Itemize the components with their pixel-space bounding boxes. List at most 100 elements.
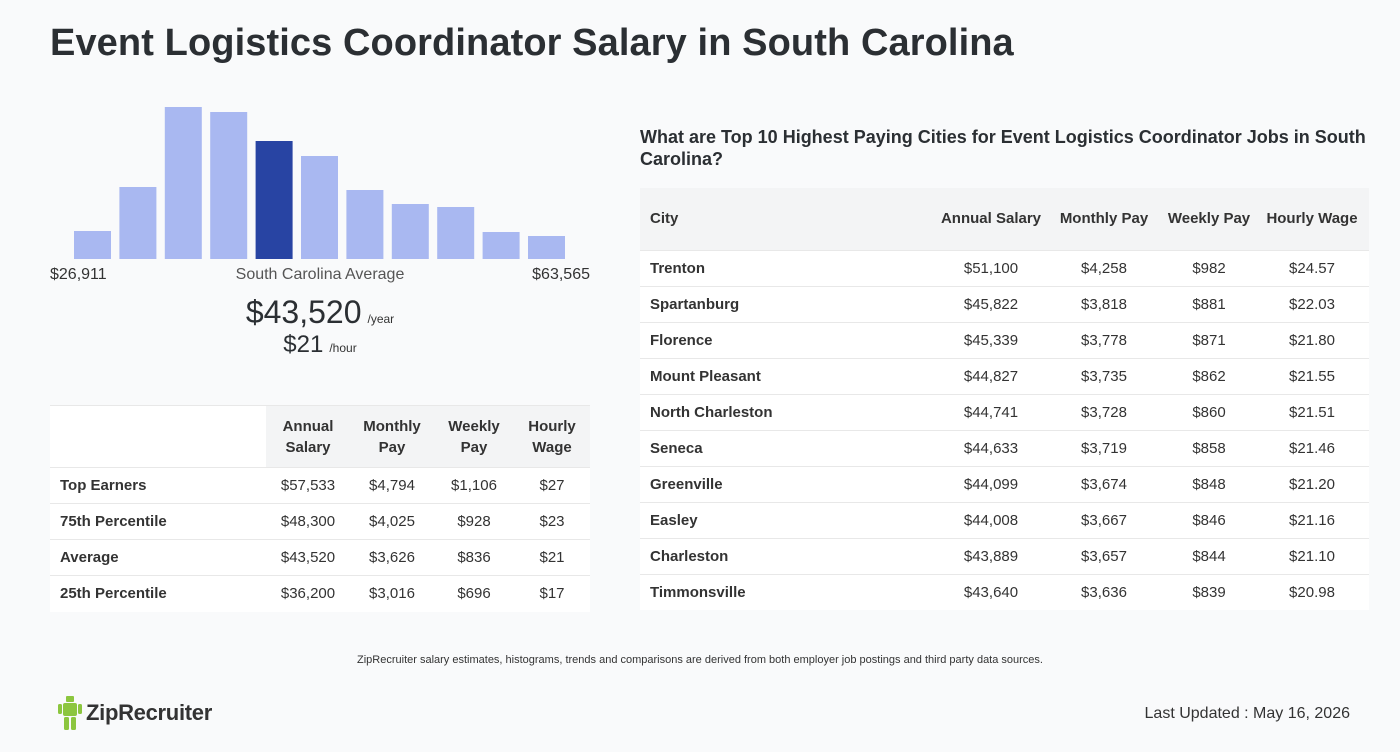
city-name: Charleston	[640, 537, 937, 574]
annual-cell: $45,339	[937, 321, 1045, 358]
histogram-min-label: $26,911	[50, 266, 107, 283]
annual-cell: $45,822	[937, 285, 1045, 322]
weekly-cell: $696	[434, 575, 514, 612]
weekly-cell: $1,106	[434, 467, 514, 504]
cities-section-title: What are Top 10 Highest Paying Cities fo…	[640, 127, 1366, 169]
cities-header-monthly: Monthly Pay	[1045, 188, 1163, 250]
histogram-bar	[391, 204, 429, 259]
hourly-cell: $23	[514, 503, 590, 540]
weekly-cell: $858	[1163, 429, 1255, 466]
average-hourly-unit: /hour	[329, 341, 357, 355]
table-row: Greenville $44,099 $3,674 $848 $21.20	[640, 465, 1369, 502]
percentile-header-empty	[50, 405, 266, 468]
average-yearly-unit: /year	[367, 312, 395, 326]
ziprecruiter-logo-text: ZipRecruiter	[86, 700, 212, 725]
percentile-header-monthly-text: Monthly Pay	[363, 417, 421, 456]
hourly-cell: $21.51	[1255, 393, 1369, 430]
cities-header-monthly-text: Monthly Pay	[1059, 210, 1149, 228]
city-name: Easley	[640, 501, 937, 538]
table-row: North Charleston $44,741 $3,728 $860 $21…	[640, 393, 1369, 430]
cities-header-city: City	[640, 188, 937, 250]
city-name: North Charleston	[640, 393, 937, 430]
cities-header-weekly: Weekly Pay	[1163, 188, 1255, 250]
cities-header-annual: Annual Salary	[937, 188, 1045, 250]
monthly-cell: $3,818	[1045, 285, 1163, 322]
hourly-cell: $21.80	[1255, 321, 1369, 358]
city-name: Florence	[640, 321, 937, 358]
hourly-cell: $22.03	[1255, 285, 1369, 322]
percentile-header-annual: Annual Salary	[266, 405, 350, 468]
table-row: Timmonsville $43,640 $3,636 $839 $20.98	[640, 573, 1369, 610]
hourly-cell: $21.20	[1255, 465, 1369, 502]
percentile-header-monthly: Monthly Pay	[350, 405, 434, 468]
row-label: 75th Percentile	[50, 503, 266, 540]
hourly-cell: $17	[514, 575, 590, 612]
annual-cell: $44,741	[937, 393, 1045, 430]
monthly-cell: $4,258	[1045, 249, 1163, 286]
salary-histogram	[50, 100, 590, 260]
ziprecruiter-logo-icon	[58, 696, 82, 730]
average-yearly-salary: $43,520/year	[50, 294, 590, 331]
annual-cell: $48,300	[266, 503, 350, 540]
histogram-bar	[346, 190, 384, 259]
average-hourly-value: $21	[283, 331, 324, 358]
annual-cell: $43,640	[937, 573, 1045, 610]
cities-header-weekly-text: Weekly Pay	[1167, 210, 1251, 228]
city-name: Spartanburg	[640, 285, 937, 322]
weekly-cell: $928	[434, 503, 514, 540]
annual-cell: $51,100	[937, 249, 1045, 286]
city-name: Trenton	[640, 249, 937, 286]
city-name: Greenville	[640, 465, 937, 502]
percentile-header-hourly: Hourly Wage	[514, 405, 590, 468]
ziprecruiter-logo[interactable]: ZipRecruiter	[58, 695, 212, 731]
annual-cell: $57,533	[266, 467, 350, 504]
hourly-cell: $20.98	[1255, 573, 1369, 610]
histogram-bar	[74, 231, 111, 259]
annual-cell: $43,520	[266, 539, 350, 576]
annual-cell: $43,889	[937, 537, 1045, 574]
average-hourly-wage: $21/hour	[50, 331, 590, 359]
weekly-cell: $844	[1163, 537, 1255, 574]
table-row: 75th Percentile $48,300 $4,025 $928 $23	[50, 503, 590, 540]
histogram-bar-average	[255, 141, 293, 259]
row-label: Top Earners	[50, 467, 266, 504]
cities-table: City Annual Salary Monthly Pay Weekly Pa…	[640, 188, 1369, 610]
weekly-cell: $862	[1163, 357, 1255, 394]
table-row: 25th Percentile $36,200 $3,016 $696 $17	[50, 575, 590, 612]
monthly-cell: $3,719	[1045, 429, 1163, 466]
monthly-cell: $3,016	[350, 575, 434, 612]
data-source-note: ZipRecruiter salary estimates, histogram…	[357, 654, 1043, 666]
monthly-cell: $3,636	[1045, 573, 1163, 610]
average-yearly-value: $43,520	[245, 294, 362, 330]
table-row: Charleston $43,889 $3,657 $844 $21.10	[640, 537, 1369, 574]
hourly-cell: $21.46	[1255, 429, 1369, 466]
last-updated: Last Updated : May 16, 2026	[1144, 705, 1350, 722]
city-name: Mount Pleasant	[640, 357, 937, 394]
weekly-cell: $860	[1163, 393, 1255, 430]
page-title: Event Logistics Coordinator Salary in So…	[50, 22, 1014, 64]
cities-header-hourly: Hourly Wage	[1255, 188, 1369, 250]
annual-cell: $44,633	[937, 429, 1045, 466]
cities-table-header: City Annual Salary Monthly Pay Weekly Pa…	[640, 188, 1369, 250]
histogram-bar	[210, 112, 248, 259]
weekly-cell: $871	[1163, 321, 1255, 358]
cities-header-annual-text: Annual Salary	[940, 210, 1042, 228]
percentile-header-annual-text: Annual Salary	[282, 417, 334, 456]
weekly-cell: $848	[1163, 465, 1255, 502]
annual-cell: $44,827	[937, 357, 1045, 394]
hourly-cell: $21	[514, 539, 590, 576]
hourly-cell: $27	[514, 467, 590, 504]
annual-cell: $36,200	[266, 575, 350, 612]
table-row: Easley $44,008 $3,667 $846 $21.16	[640, 501, 1369, 538]
percentile-table-header: Annual Salary Monthly Pay Weekly Pay Hou…	[50, 405, 590, 468]
histogram-bar	[164, 107, 202, 259]
monthly-cell: $3,674	[1045, 465, 1163, 502]
cities-header-hourly-text: Hourly Wage	[1266, 210, 1358, 228]
hourly-cell: $21.10	[1255, 537, 1369, 574]
cities-header-city-text: City	[650, 210, 679, 228]
monthly-cell: $3,728	[1045, 393, 1163, 430]
monthly-cell: $4,794	[350, 467, 434, 504]
histogram-bar	[437, 207, 475, 259]
table-row: Mount Pleasant $44,827 $3,735 $862 $21.5…	[640, 357, 1369, 394]
table-row: Spartanburg $45,822 $3,818 $881 $22.03	[640, 285, 1369, 322]
